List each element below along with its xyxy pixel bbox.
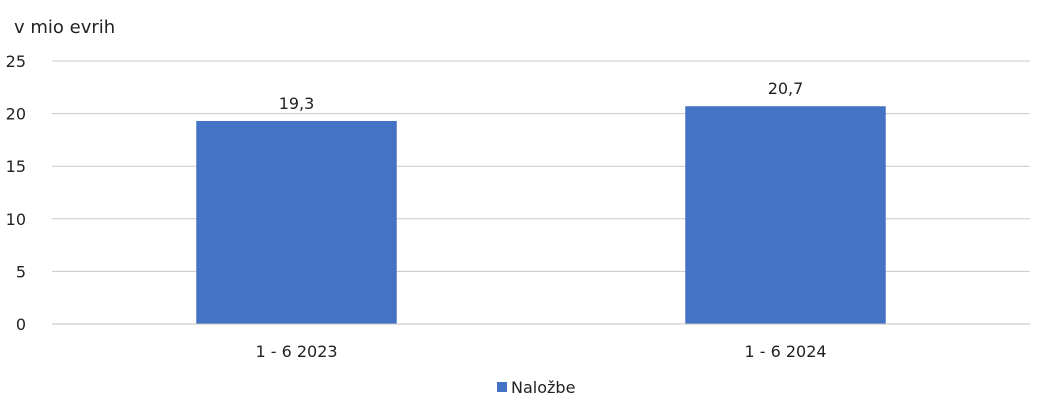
unit-label: v mio evrih	[14, 17, 115, 38]
y-tick-label: 10	[6, 210, 26, 229]
y-tick-label: 0	[16, 315, 26, 334]
bar-data-labels: 19,3 20,7	[279, 79, 804, 113]
y-tick-label: 25	[6, 52, 26, 71]
bar-2	[685, 106, 886, 325]
y-tick-label: 15	[6, 157, 26, 176]
x-tick-label: 1 - 6 2024	[744, 342, 826, 361]
y-tick-label: 20	[6, 105, 26, 124]
bar-value-label: 19,3	[279, 94, 315, 113]
legend: Naložbe	[497, 378, 575, 397]
bars	[196, 106, 886, 325]
bar-value-label: 20,7	[768, 79, 804, 98]
y-tick-label: 5	[16, 262, 26, 281]
y-axis: 0 5 10 15 20 25	[6, 52, 26, 334]
bar-1	[196, 120, 397, 325]
x-axis: 1 - 6 2023 1 - 6 2024	[52, 323, 1030, 361]
legend-swatch	[497, 382, 507, 392]
x-tick-label: 1 - 6 2023	[255, 342, 337, 361]
legend-label: Naložbe	[511, 378, 575, 397]
